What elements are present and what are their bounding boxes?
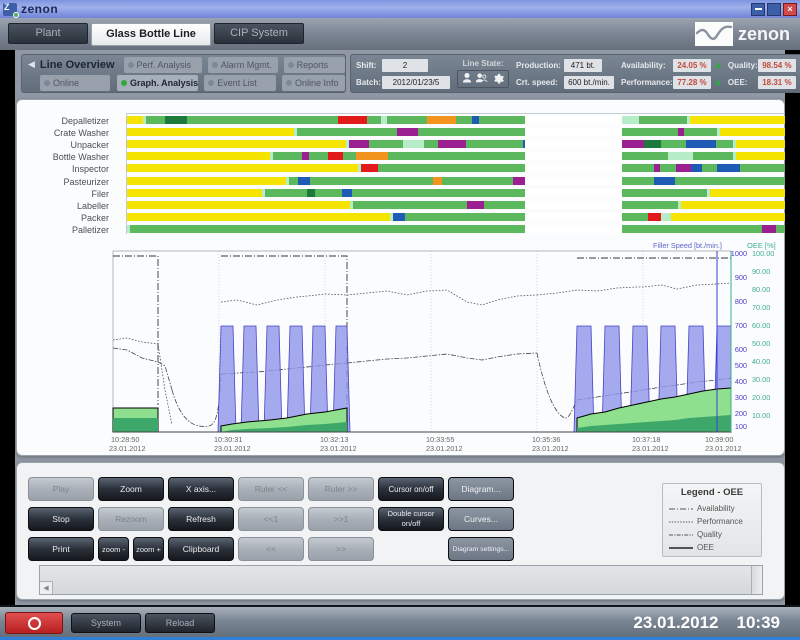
svg-text:23.01.2012: 23.01.2012 xyxy=(705,444,742,453)
svg-text:60.00: 60.00 xyxy=(752,321,770,330)
svg-text:700: 700 xyxy=(735,321,747,330)
svg-text:23.01.2012: 23.01.2012 xyxy=(632,444,669,453)
svg-text:40.00: 40.00 xyxy=(752,357,770,366)
svg-text:600: 600 xyxy=(735,345,747,354)
svg-text:10:39:00: 10:39:00 xyxy=(705,435,733,444)
svg-text:80.00: 80.00 xyxy=(752,285,770,294)
svg-text:200: 200 xyxy=(735,409,747,418)
svg-text:50.00: 50.00 xyxy=(752,339,770,348)
svg-text:70.00: 70.00 xyxy=(752,303,770,312)
svg-text:100: 100 xyxy=(735,422,747,431)
svg-text:Filler Speed [bt./min.]: Filler Speed [bt./min.] xyxy=(653,241,722,250)
svg-text:90.00: 90.00 xyxy=(752,267,770,276)
svg-text:800: 800 xyxy=(735,297,747,306)
svg-text:500: 500 xyxy=(735,361,747,370)
svg-text:10:28:50: 10:28:50 xyxy=(111,435,139,444)
svg-text:100.00: 100.00 xyxy=(752,249,774,258)
svg-text:1000: 1000 xyxy=(731,249,747,258)
svg-text:10:33:55: 10:33:55 xyxy=(426,435,454,444)
svg-text:23.01.2012: 23.01.2012 xyxy=(532,444,569,453)
svg-text:23.01.2012: 23.01.2012 xyxy=(109,444,146,453)
svg-text:20.00: 20.00 xyxy=(752,393,770,402)
svg-text:10:32:13: 10:32:13 xyxy=(320,435,348,444)
svg-text:10:30:31: 10:30:31 xyxy=(214,435,242,444)
svg-text:400: 400 xyxy=(735,377,747,386)
svg-text:10:35:36: 10:35:36 xyxy=(532,435,560,444)
svg-text:10:37:18: 10:37:18 xyxy=(632,435,660,444)
svg-text:900: 900 xyxy=(735,273,747,282)
svg-text:23.01.2012: 23.01.2012 xyxy=(214,444,251,453)
svg-text:300: 300 xyxy=(735,393,747,402)
svg-text:23.01.2012: 23.01.2012 xyxy=(320,444,357,453)
svg-text:30.00: 30.00 xyxy=(752,375,770,384)
svg-text:10.00: 10.00 xyxy=(752,411,770,420)
svg-text:23.01.2012: 23.01.2012 xyxy=(426,444,463,453)
